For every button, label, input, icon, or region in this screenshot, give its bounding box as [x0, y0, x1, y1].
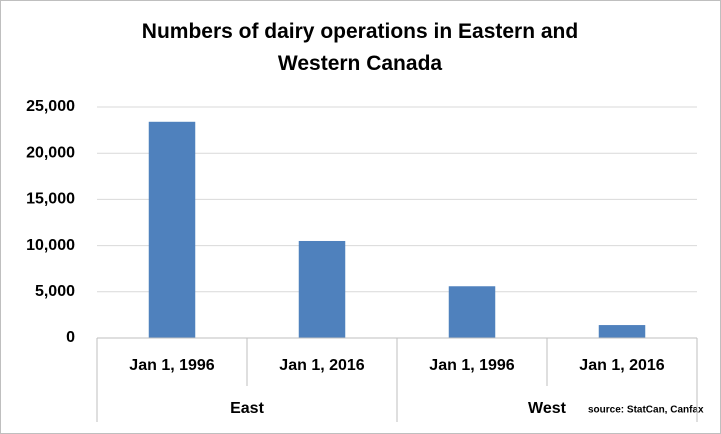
x-tick-label: Jan 1, 1996 — [429, 357, 515, 374]
y-tick-label: 0 — [66, 329, 75, 346]
y-tick-label: 20,000 — [26, 144, 75, 161]
y-tick-label: 10,000 — [26, 237, 75, 254]
y-tick-label: 15,000 — [26, 191, 75, 208]
group-label: East — [230, 400, 264, 417]
x-tick-label: Jan 1, 2016 — [279, 357, 365, 374]
bar — [298, 240, 346, 338]
bar — [598, 325, 646, 338]
bar — [448, 286, 496, 338]
y-tick-label: 25,000 — [26, 98, 75, 115]
x-tick-label: Jan 1, 1996 — [129, 357, 215, 374]
x-tick-label: Jan 1, 2016 — [579, 357, 665, 374]
source-note: source: StatCan, Canfax — [588, 405, 704, 416]
bar — [148, 121, 196, 338]
group-label: West — [528, 400, 567, 417]
y-tick-label: 5,000 — [35, 283, 75, 300]
chart-title: Numbers of dairy operations in Eastern a… — [141, 20, 579, 75]
